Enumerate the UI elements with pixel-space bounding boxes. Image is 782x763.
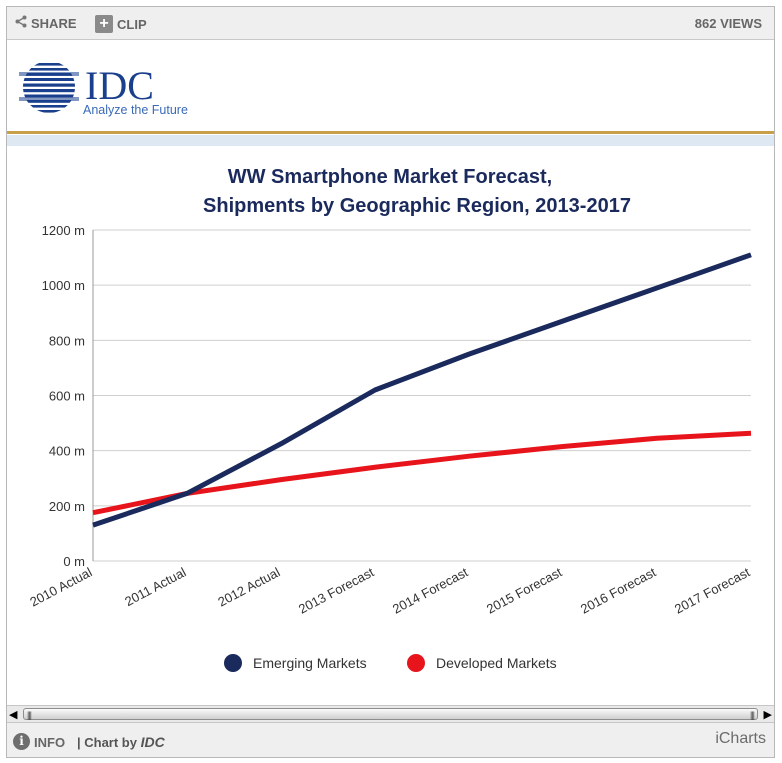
logo-tagline: Analyze the Future	[83, 103, 188, 117]
blue-band	[7, 135, 774, 146]
logo-area: IDC Analyze the Future	[7, 40, 774, 135]
y-tick-label: 200 m	[49, 499, 85, 514]
y-tick-label: 0 m	[63, 554, 85, 569]
chart-widget: SHARE + CLIP 862 VIEWS	[6, 6, 775, 758]
series-line-emerging-markets	[92, 252, 752, 528]
share-label: SHARE	[31, 15, 77, 31]
legend: Emerging Markets Developed Markets	[224, 654, 557, 672]
footer-bar: i INFO | Chart by IDC iCharts	[7, 723, 774, 757]
y-tick-label: 1200 m	[42, 223, 85, 238]
x-tick-label: 2016 Forecast	[578, 564, 659, 616]
share-icon	[15, 15, 27, 31]
series-line-developed-markets	[92, 430, 752, 516]
plus-icon: +	[95, 15, 113, 33]
y-tick-label: 800 m	[49, 333, 85, 348]
share-button[interactable]: SHARE	[15, 15, 77, 31]
legend-label: Developed Markets	[436, 655, 557, 671]
line-chart: WW Smartphone Market Forecast, Shipments…	[27, 166, 753, 672]
y-tick-label: 1000 m	[42, 278, 85, 293]
chart-title: WW Smartphone Market Forecast,	[228, 166, 553, 188]
series-lines	[92, 252, 752, 528]
info-icon[interactable]: i	[13, 733, 30, 750]
y-tick-label: 400 m	[49, 444, 85, 459]
gold-divider	[7, 131, 774, 134]
x-tick-label: 2012 Actual	[215, 564, 282, 609]
x-axis-ticks: 2010 Actual 2011 Actual 2012 Actual 2013 Fo…	[27, 564, 752, 616]
chart-credit-source[interactable]: IDC	[140, 734, 165, 750]
gridlines	[92, 229, 751, 562]
clip-label: CLIP	[117, 16, 147, 32]
legend-marker	[224, 654, 242, 672]
scroll-right-arrow-icon[interactable]: ▶	[763, 709, 772, 721]
x-tick-label: 2013 Forecast	[296, 564, 377, 616]
scroll-left-arrow-icon[interactable]: ◀	[9, 709, 18, 721]
chart-credit-prefix: | Chart by	[77, 735, 141, 750]
chart-subtitle: Shipments by Geographic Region, 2013-201…	[203, 195, 631, 217]
views-count: 862 VIEWS	[694, 16, 762, 31]
scroll-thumb[interactable]: ||| |||	[23, 708, 758, 720]
info-button[interactable]: INFO	[34, 735, 66, 750]
y-axis-ticks: 0 m 200 m 400 m 600 m 800 m 1000 m 1200 m	[42, 223, 85, 569]
top-toolbar: SHARE + CLIP 862 VIEWS	[7, 7, 774, 40]
y-tick-label: 600 m	[49, 389, 85, 404]
legend-marker	[407, 654, 425, 672]
x-tick-label: 2014 Forecast	[390, 564, 471, 616]
grip-icon: |||	[749, 710, 755, 720]
idc-logo: IDC Analyze the Future	[19, 61, 188, 117]
logo-wordmark: IDC	[85, 63, 154, 108]
x-tick-label: 2015 Forecast	[484, 564, 565, 616]
chart-credit: | Chart by IDC	[77, 734, 165, 750]
icharts-brand[interactable]: iCharts	[715, 730, 766, 747]
x-tick-label: 2011 Actual	[122, 564, 188, 609]
grip-icon: |||	[27, 710, 32, 720]
x-tick-label: 2010 Actual	[27, 564, 94, 609]
legend-label: Emerging Markets	[253, 655, 367, 671]
clip-button[interactable]: + CLIP	[95, 15, 147, 33]
x-tick-label: 2017 Forecast	[672, 564, 753, 616]
horizontal-scrollbar[interactable]: ◀ ||| ||| ▶	[7, 705, 774, 723]
